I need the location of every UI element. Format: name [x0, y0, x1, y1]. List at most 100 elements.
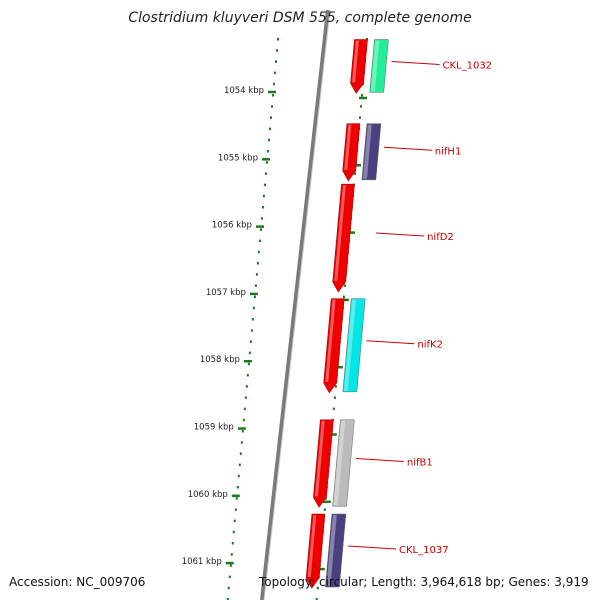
gene-leader-line	[366, 340, 415, 345]
scale-dot	[255, 273, 258, 276]
scale-dot	[228, 575, 231, 579]
accession-text: Accession: NC_009706	[9, 575, 146, 589]
scale-dot	[276, 38, 279, 41]
scale-dot	[261, 206, 264, 209]
gene-label: nifD2	[427, 232, 454, 243]
gene-arrow	[342, 123, 361, 182]
scale-dot	[245, 385, 248, 388]
tick-label: 1059 kbp	[194, 423, 234, 433]
tick-label: 1057 kbp	[206, 288, 246, 298]
map-title: Clostridium kluyveri DSM 555, complete g…	[128, 10, 472, 26]
scale-dot	[334, 385, 337, 388]
scale-dot	[238, 463, 241, 467]
scale-dot	[227, 586, 230, 590]
scale-dot	[254, 284, 257, 287]
scale-dot	[270, 105, 273, 108]
scale-dot	[265, 161, 268, 164]
scale-dot	[315, 598, 318, 600]
scale-dot	[353, 172, 356, 175]
cds-bar-highlight	[343, 299, 357, 391]
tick-label: 1061 kbp	[182, 557, 222, 567]
label-layer: CKL_1032 nifH1 nifD2 nifK2 nifB1 CKL_1037	[347, 60, 492, 556]
scale-dot	[248, 351, 251, 355]
scale-dot	[235, 497, 238, 500]
cds-bar	[369, 39, 389, 93]
scale-dot	[239, 452, 242, 455]
scale-dot	[232, 530, 235, 534]
gene-arrow-highlight	[334, 185, 346, 281]
gene-leader-line	[376, 232, 425, 237]
scale-dot	[343, 284, 346, 287]
scale-dot	[268, 127, 271, 131]
tick-label: 1055 kbp	[218, 153, 258, 163]
cds-bar	[342, 298, 366, 393]
gene-arrow	[350, 39, 368, 94]
cds-bar-highlight	[370, 40, 380, 92]
scale-dot	[359, 105, 362, 108]
scale-dot	[274, 60, 277, 63]
scale-dot	[258, 239, 261, 243]
gene-arrow-highlight	[344, 124, 352, 170]
scale-dot	[226, 598, 229, 600]
cds-bar	[325, 513, 347, 588]
gene-arrow-highlight	[352, 40, 359, 83]
gene-leader-line	[383, 146, 432, 151]
scale-dot	[244, 396, 247, 399]
scale-dot	[264, 172, 267, 175]
scale-dot	[242, 418, 245, 422]
gene-arrow-highlight	[325, 299, 336, 382]
scale-dot	[249, 340, 252, 343]
scale-dot	[358, 116, 361, 119]
backbone-line	[260, 9, 330, 600]
gene-label: nifK2	[417, 340, 443, 351]
gene-leader-line	[347, 545, 397, 550]
scale-dot	[360, 94, 363, 97]
gene-leader-line	[355, 458, 404, 463]
scale-dot	[252, 306, 255, 310]
scale-dot	[253, 295, 256, 299]
scale-dot	[333, 396, 336, 399]
scale-dot	[266, 150, 269, 153]
scale-dot	[230, 553, 233, 556]
scale-dot	[267, 138, 270, 142]
scale-dot	[247, 362, 250, 366]
scale-dot	[257, 250, 260, 254]
scale-dot	[273, 71, 276, 75]
gene-label: nifB1	[407, 458, 433, 469]
scale-dot	[237, 474, 240, 478]
scale-dot	[332, 407, 335, 411]
scale-dot	[262, 194, 265, 198]
tick-label: 1058 kbp	[200, 355, 240, 365]
scale-dot	[236, 486, 239, 489]
scale-dot	[260, 217, 263, 220]
cds-bar-highlight	[362, 124, 372, 179]
scale-dot	[271, 94, 274, 97]
gene-label: nifH1	[435, 146, 462, 157]
scale-dot	[233, 519, 236, 523]
gene-label: CKL_1032	[442, 60, 492, 71]
cds-bar	[332, 419, 355, 507]
scale-dot	[246, 374, 249, 377]
scale-dot	[256, 262, 259, 265]
scale-dot	[275, 49, 278, 52]
tick-label: 1060 kbp	[188, 490, 228, 500]
scale-dot	[263, 183, 266, 187]
scale-dot	[259, 228, 262, 231]
scale-dot	[229, 564, 232, 567]
scale-dot	[240, 441, 243, 444]
gene-leader-line	[391, 60, 440, 65]
tick-label: 1056 kbp	[212, 221, 252, 231]
scale-dot	[316, 586, 319, 590]
scale-dot	[269, 116, 272, 119]
scale-dot	[251, 318, 254, 321]
gene-arrow-highlight	[314, 420, 325, 497]
scale-dot	[231, 542, 234, 545]
cds-bar	[361, 123, 382, 181]
scale-dot	[241, 430, 244, 433]
backbone-layer	[260, 9, 331, 600]
genome-stats-text: Topology: circular; Length: 3,964,618 bp…	[259, 575, 589, 589]
scale-dot	[272, 82, 275, 86]
cds-bar-highlight	[326, 514, 337, 587]
gene-layer	[305, 39, 389, 589]
